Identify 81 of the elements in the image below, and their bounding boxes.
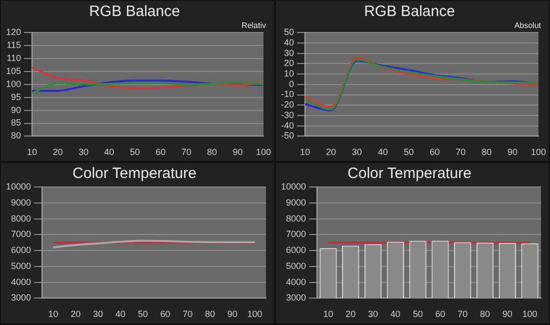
y-tick-label: 20 bbox=[284, 58, 294, 68]
x-tick-label: 100 bbox=[256, 147, 272, 158]
x-tick-label: 70 bbox=[181, 147, 192, 158]
y-tick-label: 6000 bbox=[10, 245, 32, 256]
line-series bbox=[52, 240, 256, 248]
x-tick-label: 70 bbox=[182, 309, 193, 320]
y-tick-label: 40 bbox=[284, 37, 294, 48]
y-tick-label: -50 bbox=[280, 130, 294, 141]
x-tick-label: 60 bbox=[160, 309, 170, 320]
x-tick-label: 30 bbox=[78, 147, 88, 158]
y-tick-label: 115 bbox=[6, 40, 22, 50]
x-tick-label: 50 bbox=[138, 309, 148, 320]
x-tick-label: 40 bbox=[104, 147, 114, 158]
y-tick-label: -10 bbox=[280, 89, 294, 100]
x-tick-label: 20 bbox=[52, 147, 63, 158]
y-tick-label: 3000 bbox=[286, 292, 306, 303]
y-tick-label: 5000 bbox=[286, 260, 306, 271]
y-tick-label: 110 bbox=[6, 52, 22, 63]
chart-title: RGB Balance bbox=[89, 3, 180, 20]
y-tick-label: 85 bbox=[11, 118, 22, 128]
y-tick-label: -40 bbox=[280, 120, 294, 130]
y-tick-label: 10 bbox=[284, 68, 294, 79]
y-tick-label: 105 bbox=[6, 66, 22, 76]
x-tick-label: 80 bbox=[480, 309, 490, 320]
x-tick-label: 30 bbox=[352, 147, 362, 158]
y-tick-label: 9000 bbox=[286, 197, 306, 208]
x-tick-label: 80 bbox=[205, 309, 216, 320]
x-tick-label: 20 bbox=[346, 309, 356, 320]
y-tick-label: -30 bbox=[280, 110, 294, 120]
y-tick-label: 90 bbox=[11, 104, 22, 115]
y-tick-label: 120 bbox=[6, 27, 22, 38]
y-tick-label: 10000 bbox=[6, 181, 32, 192]
y-tick-label: 0 bbox=[288, 78, 294, 89]
chart-title: Color Temperature bbox=[72, 165, 196, 182]
y-tick-label: 50 bbox=[284, 27, 294, 38]
y-tick-label: 30 bbox=[284, 48, 294, 58]
x-tick-label: 60 bbox=[156, 147, 166, 158]
chart-title: Color Temperature bbox=[348, 165, 472, 182]
y-tick-label: 9000 bbox=[10, 197, 32, 208]
x-tick-label: 30 bbox=[93, 309, 104, 320]
x-tick-label: 90 bbox=[508, 147, 518, 158]
x-tick-label: 20 bbox=[326, 147, 336, 158]
x-tick-label: 100 bbox=[247, 309, 262, 320]
x-tick-label: 30 bbox=[368, 309, 378, 320]
y-tick-label: 7000 bbox=[286, 229, 306, 240]
x-tick-label: 80 bbox=[207, 147, 218, 158]
y-tick-label: -20 bbox=[280, 100, 294, 110]
x-tick-label: 100 bbox=[530, 147, 546, 158]
x-tick-label: 40 bbox=[378, 147, 388, 158]
x-tick-label: 100 bbox=[522, 309, 538, 320]
x-tick-label: 70 bbox=[458, 309, 468, 320]
y-tick-label: 4000 bbox=[10, 276, 32, 287]
y-tick-label: 3000 bbox=[10, 292, 32, 303]
x-tick-label: 90 bbox=[232, 147, 243, 158]
x-tick-label: 70 bbox=[456, 147, 466, 158]
chart-title: RGB Balance bbox=[364, 3, 455, 20]
x-tick-label: 60 bbox=[430, 147, 440, 158]
x-tick-label: 20 bbox=[70, 309, 81, 320]
chart-subtitle: Absolut bbox=[514, 21, 542, 30]
y-tick-label: 10000 bbox=[280, 181, 306, 192]
x-tick-label: 50 bbox=[130, 147, 140, 158]
y-tick-label: 7000 bbox=[10, 229, 32, 240]
x-tick-label: 60 bbox=[435, 309, 446, 320]
y-tick-label: 6000 bbox=[286, 245, 306, 256]
x-tick-label: 50 bbox=[404, 147, 414, 158]
x-tick-label: 40 bbox=[390, 309, 400, 320]
y-tick-label: 4000 bbox=[286, 276, 306, 287]
x-tick-label: 90 bbox=[227, 309, 238, 320]
x-tick-label: 10 bbox=[48, 309, 58, 320]
x-tick-label: 50 bbox=[412, 309, 423, 320]
x-tick-label: 80 bbox=[482, 147, 492, 158]
y-tick-label: 100 bbox=[6, 78, 22, 89]
x-tick-label: 90 bbox=[502, 309, 512, 320]
chart-subtitle: Relativ bbox=[242, 21, 266, 30]
y-tick-label: 95 bbox=[11, 92, 22, 102]
y-tick-label: 80 bbox=[11, 130, 22, 141]
y-tick-label: 8000 bbox=[286, 213, 306, 224]
y-tick-label: 5000 bbox=[10, 260, 32, 271]
y-tick-label: 8000 bbox=[10, 213, 32, 224]
x-tick-label: 10 bbox=[323, 309, 334, 320]
x-tick-label: 40 bbox=[115, 309, 126, 320]
